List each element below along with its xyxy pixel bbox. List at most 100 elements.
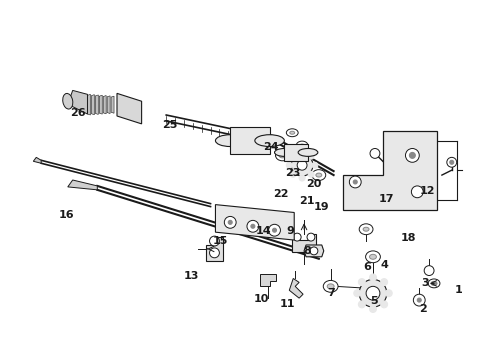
Text: 14: 14 <box>255 226 271 237</box>
Circle shape <box>423 266 433 275</box>
Polygon shape <box>304 245 323 257</box>
Circle shape <box>309 247 317 255</box>
Circle shape <box>348 176 361 188</box>
Ellipse shape <box>286 129 298 137</box>
Circle shape <box>289 153 295 159</box>
Ellipse shape <box>365 251 380 263</box>
Polygon shape <box>99 95 102 114</box>
Text: 4: 4 <box>379 260 387 270</box>
Polygon shape <box>68 180 97 190</box>
Text: 22: 22 <box>272 189 288 199</box>
Ellipse shape <box>278 153 285 158</box>
Circle shape <box>369 274 376 281</box>
Text: 25: 25 <box>162 120 177 130</box>
Text: 23: 23 <box>285 168 300 178</box>
Circle shape <box>405 148 418 162</box>
Polygon shape <box>95 95 98 114</box>
Circle shape <box>293 233 301 241</box>
Text: 12: 12 <box>419 186 434 195</box>
Circle shape <box>449 160 453 164</box>
Ellipse shape <box>427 279 439 288</box>
Text: 3: 3 <box>420 278 428 288</box>
Ellipse shape <box>275 150 289 161</box>
Text: 26: 26 <box>70 108 86 118</box>
Circle shape <box>306 233 314 241</box>
Ellipse shape <box>326 284 333 289</box>
Ellipse shape <box>298 148 317 156</box>
Ellipse shape <box>254 135 284 147</box>
Circle shape <box>250 224 254 228</box>
Circle shape <box>446 157 456 167</box>
Text: 7: 7 <box>326 288 334 298</box>
Text: 24: 24 <box>263 143 278 152</box>
Circle shape <box>299 149 305 156</box>
Bar <box>284 144 307 161</box>
Circle shape <box>291 154 312 176</box>
Ellipse shape <box>363 227 368 231</box>
Text: 6: 6 <box>363 262 370 272</box>
Text: 10: 10 <box>253 294 268 304</box>
Text: 16: 16 <box>59 210 74 220</box>
Circle shape <box>272 228 276 232</box>
Circle shape <box>385 290 391 297</box>
Circle shape <box>408 152 414 158</box>
Text: 19: 19 <box>313 202 329 212</box>
Polygon shape <box>87 94 90 115</box>
Circle shape <box>268 224 280 236</box>
Circle shape <box>311 162 317 168</box>
Polygon shape <box>259 274 276 286</box>
Ellipse shape <box>359 224 372 235</box>
Circle shape <box>358 279 365 285</box>
Text: 11: 11 <box>280 299 295 309</box>
Circle shape <box>209 236 219 246</box>
Polygon shape <box>215 204 294 240</box>
Circle shape <box>353 290 360 297</box>
Circle shape <box>380 301 387 308</box>
Circle shape <box>209 248 219 258</box>
Circle shape <box>358 301 365 308</box>
Text: 5: 5 <box>370 296 378 306</box>
Circle shape <box>286 162 292 168</box>
Text: 15: 15 <box>212 236 227 246</box>
Polygon shape <box>289 278 303 298</box>
Polygon shape <box>292 234 315 252</box>
Circle shape <box>410 186 422 198</box>
Polygon shape <box>91 95 94 115</box>
Circle shape <box>299 175 305 181</box>
Text: 2: 2 <box>418 304 426 314</box>
Polygon shape <box>111 96 114 113</box>
Text: 18: 18 <box>400 234 415 243</box>
Circle shape <box>289 171 295 177</box>
Circle shape <box>380 279 387 285</box>
Ellipse shape <box>274 148 294 156</box>
Circle shape <box>412 294 424 306</box>
Text: 13: 13 <box>183 271 199 281</box>
Ellipse shape <box>215 135 244 147</box>
Text: 8: 8 <box>303 246 310 256</box>
Circle shape <box>359 279 386 307</box>
Circle shape <box>307 171 313 177</box>
Circle shape <box>228 220 232 224</box>
Ellipse shape <box>369 254 376 259</box>
Circle shape <box>366 286 379 300</box>
Text: 9: 9 <box>285 226 294 237</box>
Polygon shape <box>33 157 41 163</box>
Ellipse shape <box>299 144 304 147</box>
Ellipse shape <box>296 141 307 150</box>
Circle shape <box>246 220 258 232</box>
Circle shape <box>307 153 313 159</box>
Polygon shape <box>68 90 87 114</box>
Ellipse shape <box>289 131 294 134</box>
Text: 20: 20 <box>306 179 321 189</box>
Text: 17: 17 <box>378 194 393 204</box>
Circle shape <box>369 148 379 158</box>
Bar <box>230 127 269 154</box>
Circle shape <box>369 306 376 312</box>
Text: 21: 21 <box>299 196 314 206</box>
Circle shape <box>416 298 420 302</box>
Polygon shape <box>343 131 436 210</box>
Polygon shape <box>103 95 106 114</box>
Ellipse shape <box>430 282 436 285</box>
Ellipse shape <box>315 173 321 177</box>
Circle shape <box>297 160 306 170</box>
